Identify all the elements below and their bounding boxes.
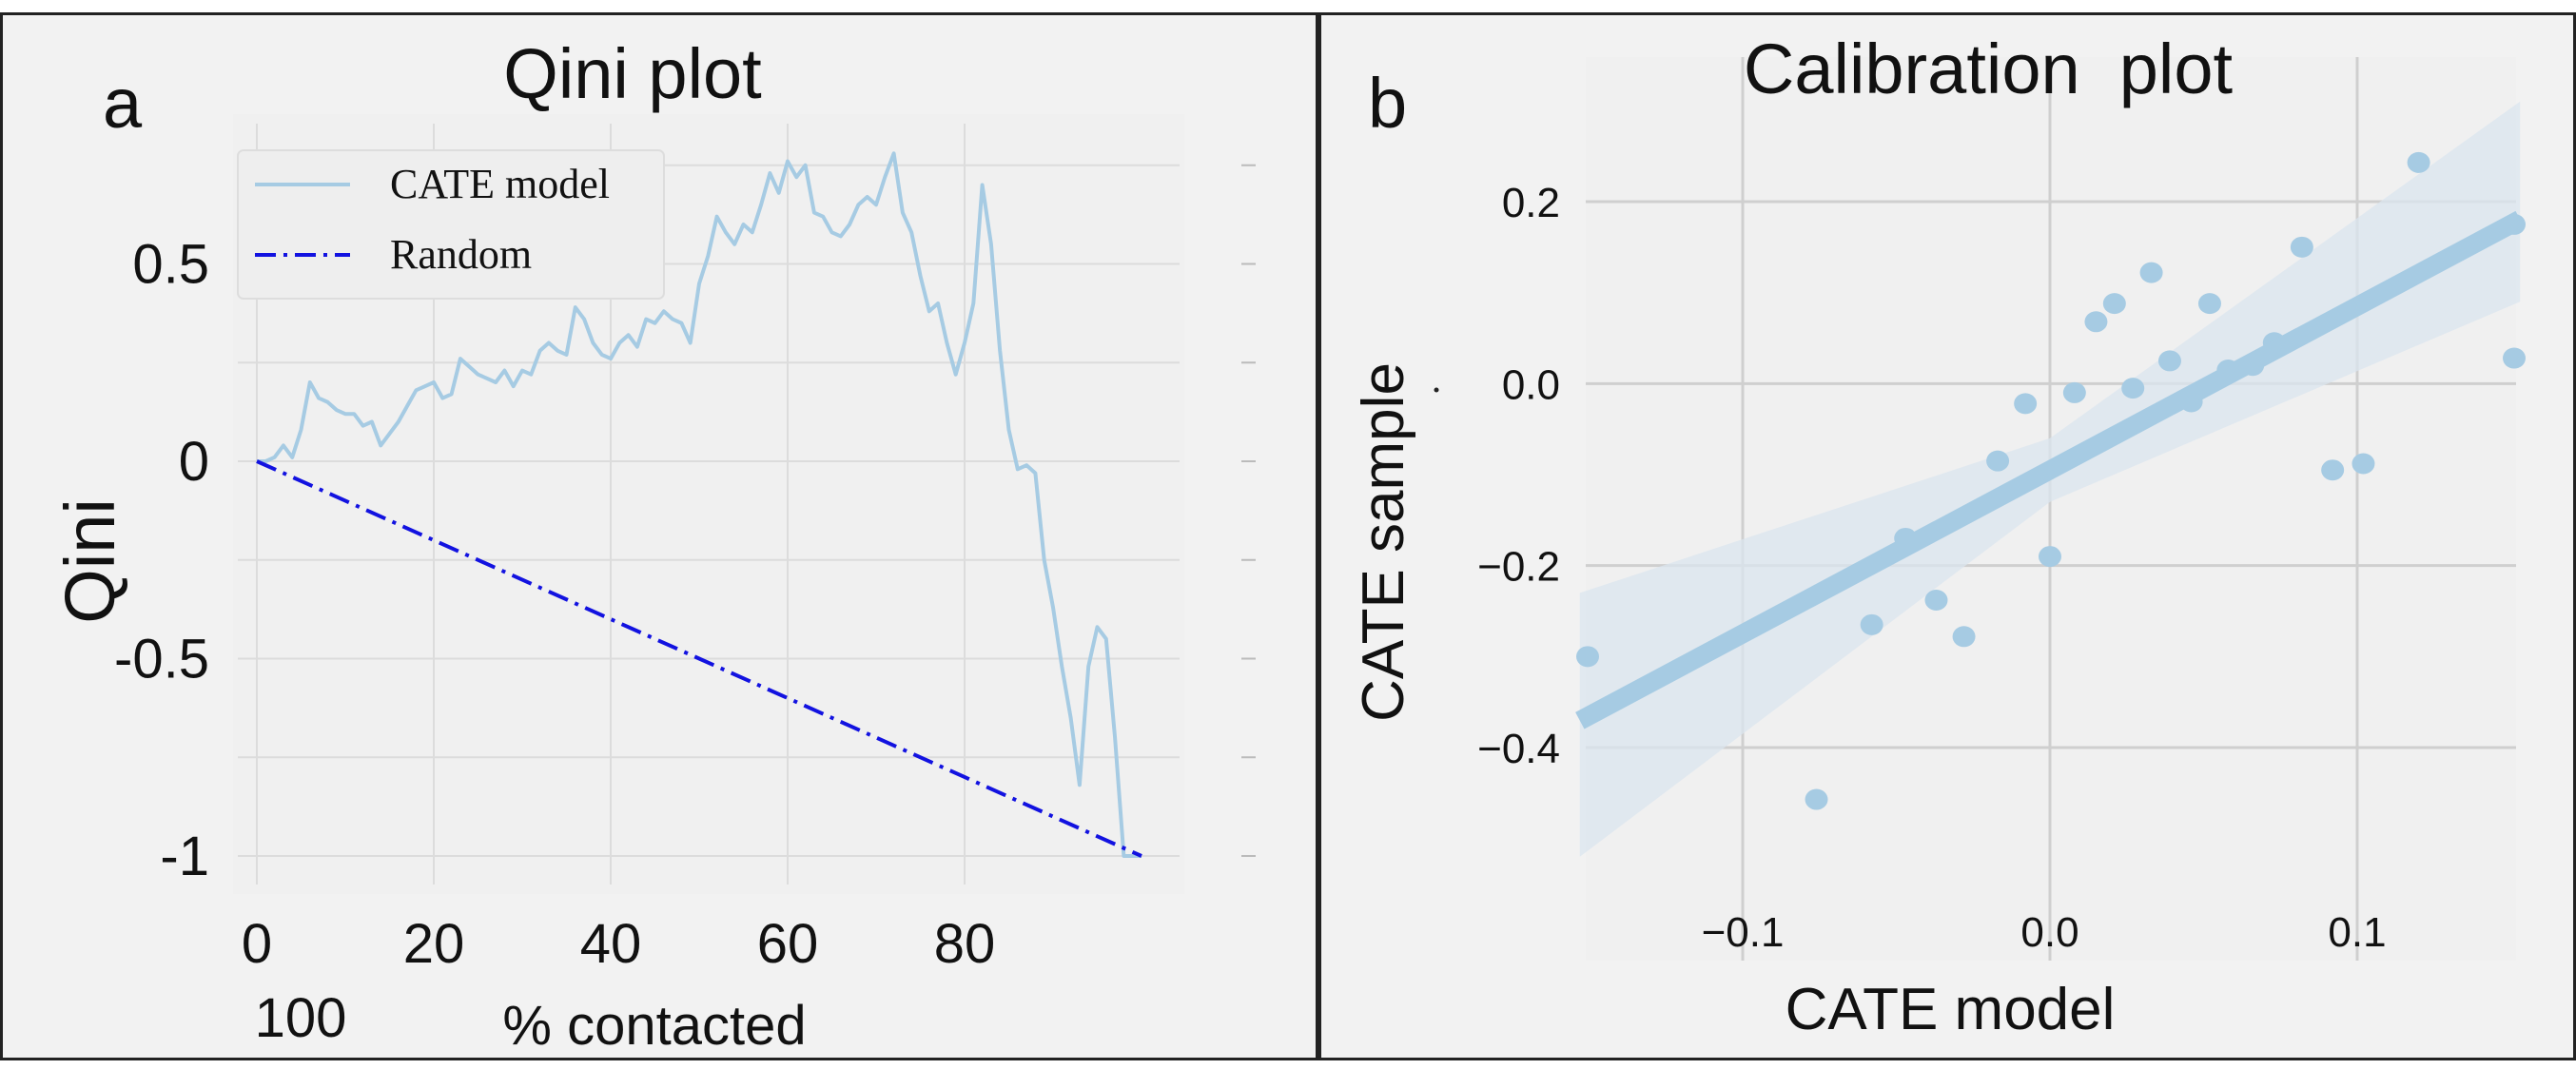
qini-x-tick-labels: 0 20 40 60 80 (242, 913, 995, 975)
calibration-point (2014, 393, 2038, 415)
qini-x-tick-label: 0 (242, 913, 272, 975)
calibration-point (2121, 378, 2145, 399)
calibration-point (2290, 236, 2313, 258)
calibration-y-tick-labels: 0.2 0.0 −0.2 −0.4 (1477, 180, 1560, 772)
qini-y-axis-label: Qini (50, 498, 129, 624)
calibration-y-axis-label: CATE sample (1351, 362, 1416, 722)
qini-y-tick-label: -0.5 (114, 629, 209, 690)
calibration-point (2139, 262, 2163, 283)
calibration-y-tick-label: 0.0 (1502, 361, 1560, 408)
calibration-point (2039, 546, 2061, 568)
qini-y-tick-label: 0.5 (132, 234, 209, 296)
qini-title: Qini plot (503, 34, 762, 113)
calibration-x-tick-label: 0.1 (2328, 909, 2386, 956)
calibration-title: Calibration plot (1744, 29, 2234, 108)
qini-y-tick-labels: 0.5 0 -0.5 -1 (114, 234, 209, 888)
calibration-point (1805, 788, 1828, 810)
calibration-x-tick-label: −0.1 (1702, 909, 1785, 956)
calibration-x-tick-labels: −0.1 0.0 0.1 (1702, 909, 2387, 956)
panel-b-letter: b (1368, 64, 1407, 143)
qini-y-tick-label: 0 (179, 431, 209, 493)
calibration-point (2321, 459, 2345, 481)
qini-x-tick-label: 80 (934, 913, 996, 975)
legend-label-random: Random (390, 231, 532, 278)
stray-dot (1434, 387, 1439, 393)
calibration-point (2062, 381, 2086, 403)
calibration-point (2503, 347, 2526, 369)
qini-series-cate-model (257, 151, 1142, 858)
calibration-fit-line (1575, 210, 2525, 729)
calibration-x-axis-label: CATE model (1786, 977, 2116, 1042)
qini-x-axis-label: % contacted (502, 995, 806, 1057)
qini-x-tick-label: 40 (580, 913, 642, 975)
calibration-point (2407, 151, 2430, 173)
calibration-point (2157, 350, 2181, 372)
qini-x-tick-label: 20 (403, 913, 465, 975)
calibration-regression-line (1575, 210, 2525, 729)
calibration-y-tick-label: −0.4 (1477, 726, 1560, 772)
qini-right-ticks (1241, 164, 1256, 857)
qini-series-random (256, 459, 1142, 858)
legend-box (237, 149, 665, 300)
calibration-point (2352, 453, 2375, 475)
calibration-point (1576, 646, 1599, 668)
calibration-point (1860, 613, 1883, 635)
calibration-point (2084, 311, 2108, 333)
calibration-point (1924, 590, 1948, 612)
qini-legend: CATE model Random (237, 149, 665, 300)
calibration-y-tick-label: −0.2 (1477, 544, 1560, 591)
qini-y-tick-label: -1 (160, 826, 209, 887)
qini-x-tick-label: 60 (757, 913, 819, 975)
calibration-x-tick-label: 0.0 (2020, 909, 2078, 956)
calibration-y-tick-label: 0.2 (1502, 180, 1560, 226)
calibration-point (2197, 293, 2221, 315)
calibration-point (1952, 626, 1976, 648)
panel-a-letter: a (103, 64, 143, 143)
qini-series (256, 151, 1142, 858)
legend-label-cate: CATE model (390, 161, 610, 207)
calibration-point (1986, 450, 2010, 472)
qini-x-extra-tick-label: 100 (255, 987, 347, 1049)
calibration-point (2102, 293, 2126, 315)
